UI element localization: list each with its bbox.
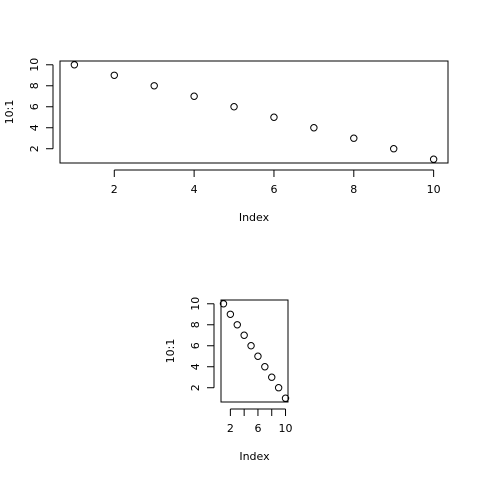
point	[310, 124, 318, 132]
x-tick-label: 2	[111, 183, 118, 196]
y-tick-label: 6	[28, 103, 41, 110]
point	[70, 61, 79, 69]
point	[219, 300, 228, 308]
y-tick-label: 2	[28, 145, 41, 152]
y-tick-label: 8	[28, 82, 41, 89]
point	[247, 342, 255, 350]
x-tick-label: 10	[427, 183, 441, 196]
point	[261, 363, 269, 371]
plot-box	[220, 299, 289, 403]
point	[233, 321, 241, 329]
point	[226, 310, 235, 318]
x-tick-label: 10	[279, 422, 293, 435]
point	[281, 394, 290, 402]
point	[268, 373, 276, 381]
plot-box	[59, 60, 449, 164]
y-tick-label: 10	[28, 58, 41, 72]
point	[230, 103, 238, 111]
point	[429, 155, 438, 163]
y-tick-label: 2	[189, 384, 202, 391]
y-tick-label: 10	[189, 297, 202, 311]
x-tick-label: 4	[191, 183, 198, 196]
x-axis-title: Index	[239, 211, 270, 224]
y-axis-title: 10:1	[3, 100, 16, 125]
y-tick-label: 4	[28, 124, 41, 131]
x-tick-label: 6	[254, 422, 261, 435]
x-tick-label: 6	[270, 183, 277, 196]
point	[274, 384, 283, 392]
x-tick-label: 8	[350, 183, 357, 196]
point	[240, 331, 248, 339]
x-axis-title: Index	[239, 450, 270, 463]
y-tick-label: 8	[189, 321, 202, 328]
y-tick-label: 6	[189, 342, 202, 349]
y-axis-title: 10:1	[164, 339, 177, 364]
point	[270, 113, 278, 121]
x-tick-label: 2	[227, 422, 234, 435]
point	[110, 71, 118, 79]
point	[150, 82, 158, 90]
point	[350, 134, 358, 142]
point	[190, 92, 198, 100]
point	[254, 352, 262, 360]
y-tick-label: 4	[189, 363, 202, 370]
point	[390, 145, 398, 153]
